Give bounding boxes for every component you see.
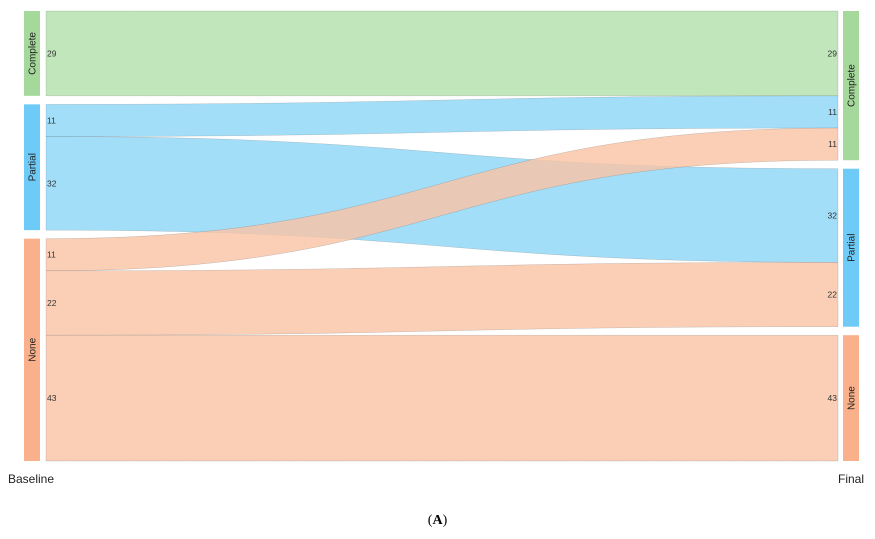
- node-label-right-none: None: [847, 386, 858, 410]
- node-right-complete: [843, 11, 859, 161]
- node-label-right-complete: Complete: [847, 64, 858, 107]
- flow-value-right-partial-partial: 32: [828, 211, 838, 221]
- node-right-partial: [843, 168, 859, 327]
- flow-none-to-complete: [45, 127, 839, 272]
- flow-value-right-none-none: 43: [828, 393, 838, 403]
- flow-value-left-partial-partial: 32: [47, 178, 57, 188]
- node-left-partial: [24, 104, 40, 231]
- flow-value-left-partial-complete: 11: [47, 115, 56, 125]
- node-label-right-partial: Partial: [847, 234, 858, 262]
- node-label-left-complete: Complete: [28, 32, 39, 75]
- node-layer: [24, 11, 859, 461]
- flow-value-left-complete-complete: 29: [47, 48, 57, 58]
- flow-none-to-none: [45, 334, 839, 462]
- node-left-none: [24, 238, 40, 461]
- flow-value-left-none-partial: 22: [47, 298, 57, 308]
- label-layer: 29 29 11 11 32 32 11 11 22 22 43 43 Complete Partial N…: [28, 32, 858, 410]
- flow-value-right-partial-complete: 11: [828, 107, 837, 117]
- flow-complete-to-complete: [45, 10, 839, 97]
- node-right-none: [843, 335, 859, 461]
- stage-label-final: Final: [838, 472, 864, 486]
- flow-value-right-complete-complete: 29: [828, 48, 838, 58]
- flow-value-left-none-none: 43: [47, 393, 57, 403]
- node-label-left-none: None: [28, 337, 39, 361]
- flow-partial-to-complete: [45, 95, 839, 137]
- panel-caption: (A): [427, 513, 448, 528]
- stage-label-baseline: Baseline: [8, 472, 54, 486]
- flow-layer: [45, 10, 839, 462]
- panel-letter: A: [432, 513, 443, 528]
- flow-none-to-partial: [45, 262, 839, 336]
- flow-value-left-none-complete: 11: [47, 250, 56, 260]
- flow-value-right-none-complete: 11: [828, 139, 837, 149]
- flow-value-right-none-partial: 22: [828, 290, 838, 300]
- node-label-left-partial: Partial: [28, 153, 39, 181]
- node-left-complete: [24, 11, 40, 96]
